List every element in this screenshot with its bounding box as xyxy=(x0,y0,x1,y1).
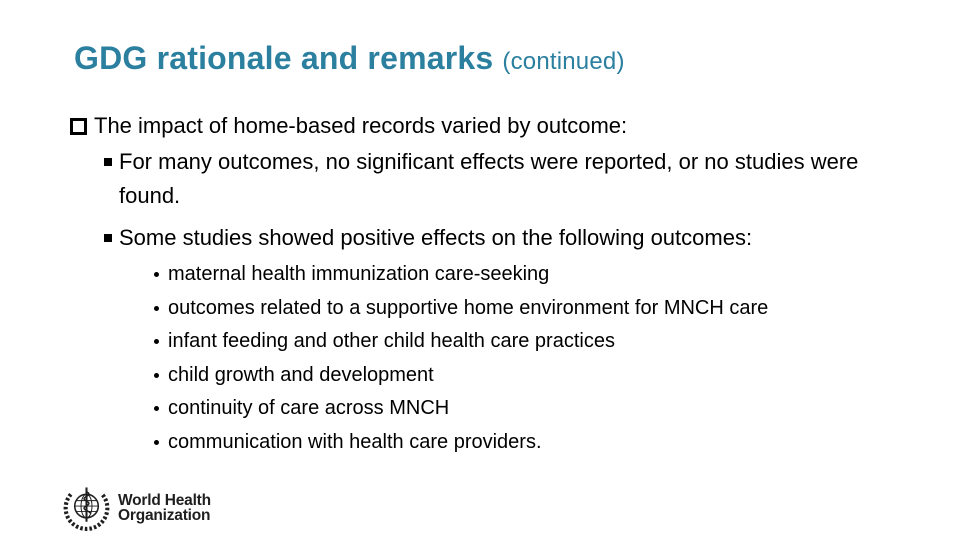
who-logo: World Health Organization xyxy=(63,485,211,532)
bullet-level2-row: Some studies showed positive effects on … xyxy=(104,221,874,255)
checkbox-bullet-icon xyxy=(70,118,87,135)
bullet-level3-list: maternal health immunization care-seekin… xyxy=(154,258,768,460)
bullet-level1-row: The impact of home-based records varied … xyxy=(70,109,627,143)
square-bullet-icon xyxy=(104,234,112,242)
bullet-level1-text: The impact of home-based records varied … xyxy=(94,113,628,138)
bullet-level2-text: For many outcomes, no significant effect… xyxy=(119,149,859,208)
dot-bullet-icon xyxy=(154,439,159,445)
dot-bullet-icon xyxy=(154,406,159,412)
who-logo-text: World Health Organization xyxy=(118,492,211,524)
bullet-level3-text: continuity of care across MNCH xyxy=(168,397,450,420)
dot-bullet-icon xyxy=(154,272,159,277)
list-item: outcomes related to a supportive home en… xyxy=(154,292,768,326)
bullet-level2-row: For many outcomes, no significant effect… xyxy=(104,145,874,213)
bullet-level3-text: outcomes related to a supportive home en… xyxy=(168,296,769,319)
bullet-level3-text: communication with health care providers… xyxy=(168,430,542,453)
who-emblem-icon xyxy=(63,487,110,531)
who-logo-line2: Organization xyxy=(118,506,211,524)
page-title: GDG rationale and remarks (continued) xyxy=(74,40,625,77)
list-item: infant feeding and other child health ca… xyxy=(154,325,768,359)
square-bullet-icon xyxy=(104,158,112,166)
list-item: maternal health immunization care-seekin… xyxy=(154,258,768,292)
bullet-level3-text: child growth and development xyxy=(168,363,434,386)
bullet-level3-text: maternal health immunization care-seekin… xyxy=(168,263,550,285)
dot-bullet-icon xyxy=(154,305,159,311)
page-title-continued: (continued) xyxy=(502,48,625,75)
bullet-level3-text: infant feeding and other child health ca… xyxy=(168,330,615,353)
page-title-main: GDG rationale and remarks xyxy=(74,40,494,76)
dot-bullet-icon xyxy=(154,372,159,378)
list-item: communication with health care providers… xyxy=(154,426,768,460)
bullet-level2-text: Some studies showed positive effects on … xyxy=(119,225,753,250)
dot-bullet-icon xyxy=(154,339,159,345)
list-item: child growth and development xyxy=(154,359,768,393)
who-logo-line1: World Health xyxy=(118,492,211,509)
list-item: continuity of care across MNCH xyxy=(154,392,768,426)
